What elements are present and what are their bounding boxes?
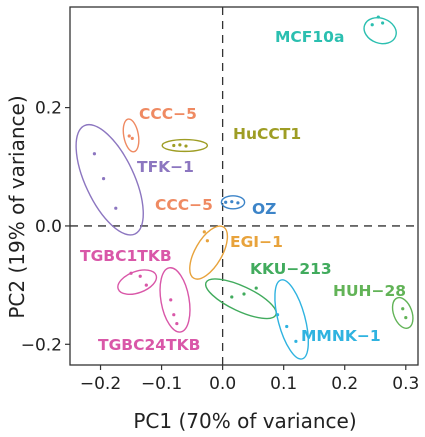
group-ellipse (122, 118, 140, 153)
data-point (230, 295, 234, 299)
group-ellipse (220, 195, 246, 210)
x-tick-label: 0.1 (270, 374, 297, 394)
data-point (202, 230, 206, 234)
data-point (230, 200, 234, 204)
group-label: CCC−5 (139, 105, 197, 123)
group-ellipse (363, 17, 397, 45)
data-point (129, 271, 133, 275)
y-axis-title: PC2 (19% of variance) (5, 95, 29, 318)
data-point (101, 177, 106, 181)
group-ellipse (189, 225, 229, 280)
group-label: EGI−1 (230, 233, 283, 251)
data-point (404, 316, 408, 320)
data-point (376, 15, 380, 19)
data-point (175, 321, 179, 326)
data-point (169, 298, 173, 302)
group-label: MCF10a (275, 28, 344, 46)
group-ellipse (391, 296, 414, 329)
data-point (401, 307, 405, 311)
group-ellipse (274, 279, 310, 360)
group-ellipse (75, 123, 144, 236)
data-point (172, 313, 176, 317)
data-point (205, 239, 209, 243)
group-label: OZ (252, 200, 276, 218)
data-point (130, 136, 134, 140)
x-tick-label: 0.3 (392, 374, 419, 394)
group-label: CCC−5 (155, 196, 213, 214)
y-tick-label: −0.2 (21, 335, 62, 355)
group-label: KKU−213 (250, 260, 332, 278)
x-tick-label: −0.2 (80, 374, 121, 394)
data-point (138, 274, 142, 278)
group-ellipse (159, 267, 191, 333)
x-tick-label: 0.0 (209, 374, 236, 394)
data-point (254, 286, 258, 290)
x-tick-label: 0.2 (331, 374, 358, 394)
plot-frame (69, 6, 419, 366)
y-tick-label: 0.0 (35, 217, 62, 237)
data-point (236, 201, 240, 205)
group-ellipse (161, 138, 209, 153)
data-point (380, 21, 385, 25)
group-label: HuCCT1 (233, 125, 301, 143)
data-point (92, 152, 97, 156)
data-point (114, 206, 118, 210)
group-label: TFK−1 (137, 158, 194, 176)
group-ellipse (117, 269, 158, 296)
data-point (275, 313, 280, 317)
data-point (242, 292, 246, 296)
data-point (144, 283, 148, 287)
data-point (285, 324, 289, 329)
data-point (224, 200, 228, 204)
data-point (294, 339, 298, 343)
x-axis-title: PC1 (70% of variance) (133, 409, 356, 433)
data-point (127, 134, 131, 138)
group-ellipse (204, 278, 277, 320)
x-tick-label: −0.1 (141, 374, 182, 394)
data-point (172, 143, 176, 148)
data-point (178, 143, 182, 147)
data-point (184, 144, 188, 148)
group-label: HUH−28 (333, 282, 406, 300)
group-label: MMNK−1 (301, 327, 381, 345)
group-label: TGBC24TKB (98, 336, 200, 354)
group-label: TGBC1TKB (80, 247, 172, 265)
data-point (370, 23, 374, 27)
y-tick-label: 0.2 (35, 99, 62, 119)
